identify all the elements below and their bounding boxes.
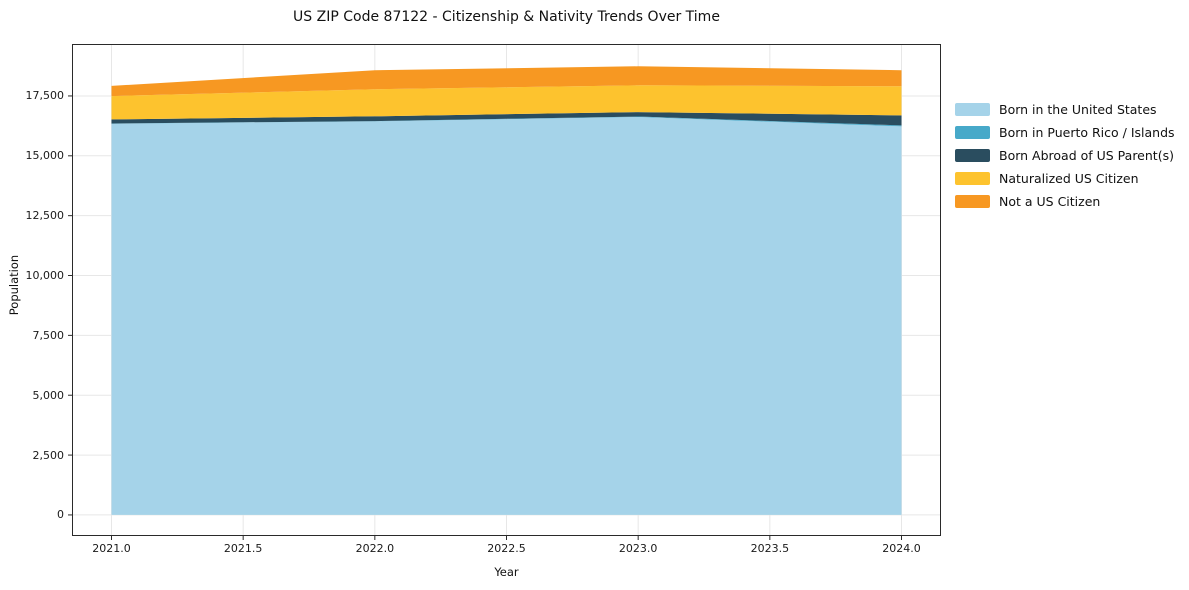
x-tick-label: 2024.0 bbox=[882, 542, 921, 555]
chart-title: US ZIP Code 87122 - Citizenship & Nativi… bbox=[293, 9, 720, 25]
area-born-in-the-united-states bbox=[111, 117, 902, 515]
plot-area bbox=[68, 44, 941, 540]
legend-item: Born in Puerto Rico / Islands bbox=[955, 125, 1175, 140]
legend-item: Not a US Citizen bbox=[955, 194, 1175, 209]
y-tick-label: 12,500 bbox=[25, 209, 65, 223]
legend-item: Naturalized US Citizen bbox=[955, 171, 1175, 186]
x-tick-label: 2021.0 bbox=[92, 542, 131, 555]
area-not-a-us-citizen bbox=[111, 66, 902, 97]
y-tick-label: 5,000 bbox=[32, 388, 65, 402]
legend-swatch-born-abroad bbox=[955, 149, 990, 162]
y-tick-label: 2,500 bbox=[32, 448, 65, 462]
y-tick-label: 15,000 bbox=[25, 149, 65, 163]
legend-swatch-not-citizen bbox=[955, 195, 990, 208]
legend-item: Born Abroad of US Parent(s) bbox=[955, 148, 1175, 163]
legend-label: Born in Puerto Rico / Islands bbox=[999, 125, 1175, 140]
y-axis-label: Population bbox=[7, 254, 21, 316]
area-born-in-puerto-rico-islands bbox=[111, 116, 902, 127]
x-tick-label: 2023.0 bbox=[618, 542, 658, 555]
legend-item: Born in the United States bbox=[955, 102, 1175, 117]
legend-label: Not a US Citizen bbox=[999, 194, 1101, 209]
x-tick-label: 2021.5 bbox=[223, 542, 263, 555]
plot-border bbox=[72, 44, 941, 536]
y-tick-label: 0 bbox=[57, 508, 64, 522]
legend-label: Born in the United States bbox=[999, 102, 1157, 117]
legend-swatch-naturalized bbox=[955, 172, 990, 185]
y-tick-label: 7,500 bbox=[32, 328, 65, 342]
area-born-abroad-of-us-parent-s bbox=[111, 112, 902, 126]
legend-swatch-puerto-rico bbox=[955, 126, 990, 139]
legend-label: Born Abroad of US Parent(s) bbox=[999, 148, 1174, 163]
legend-swatch-born-us bbox=[955, 103, 990, 116]
y-tick-label: 10,000 bbox=[25, 269, 65, 282]
x-axis-label: Year bbox=[494, 565, 519, 579]
x-tick-label: 2023.5 bbox=[750, 542, 790, 555]
legend-label: Naturalized US Citizen bbox=[999, 171, 1139, 186]
y-tick-label: 17,500 bbox=[25, 89, 65, 103]
x-tick-label: 2022.5 bbox=[487, 542, 526, 555]
legend: Born in the United States Born in Puerto… bbox=[955, 102, 1175, 218]
x-tick-label: 2022.0 bbox=[355, 542, 395, 555]
area-naturalized-us-citizen bbox=[111, 85, 902, 120]
